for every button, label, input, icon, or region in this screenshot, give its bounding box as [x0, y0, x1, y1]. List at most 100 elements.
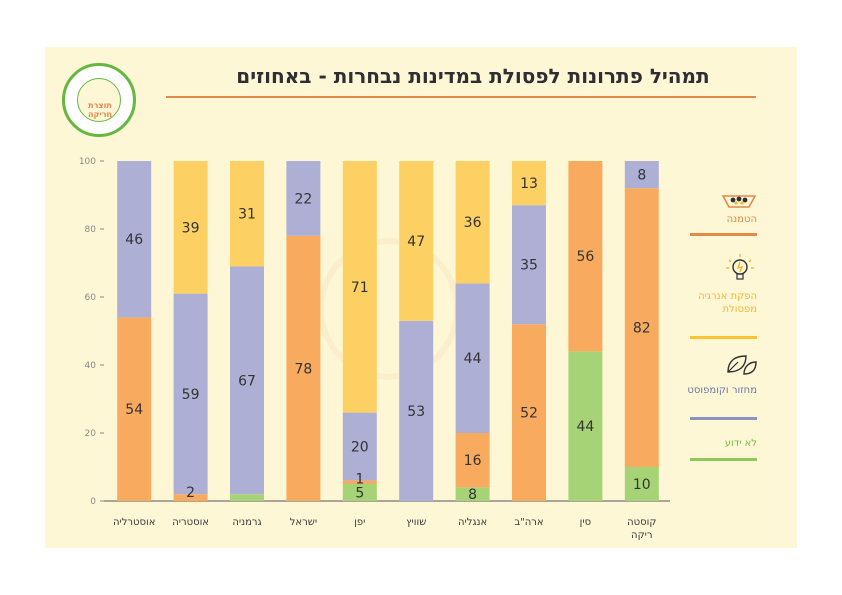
organization-logo: תוצרת חריקה: [62, 63, 136, 137]
x-category-label: גרמניה: [232, 517, 261, 528]
y-tick-label: 20: [85, 429, 97, 439]
bar-segment-landfill: [568, 161, 603, 352]
data-label-landfill: 52: [520, 406, 538, 422]
data-label-unknown: 5: [355, 486, 364, 502]
data-label-recycling: 59: [182, 387, 200, 403]
landfill-icon: [720, 190, 758, 214]
data-label-landfill: 82: [633, 321, 651, 337]
x-category-label: אוסטרליה: [113, 517, 155, 528]
data-label-recycling: 22: [294, 191, 312, 207]
bar-segment-landfill: [342, 480, 377, 484]
bar-segment-unknown: [455, 487, 490, 501]
legend-line-energy: [690, 336, 757, 339]
x-category-label-line: ריקה: [631, 530, 653, 541]
bar-group: 10 82 8: [624, 161, 659, 501]
data-label-recycling: 46: [125, 232, 143, 248]
bar-segment-landfill: [173, 494, 208, 501]
bar-segment-landfill: [286, 235, 321, 502]
bar-segment-recycling: [399, 320, 434, 501]
title-underline: [166, 96, 756, 98]
data-label-landfill: 16: [464, 453, 482, 469]
bar-group: 51 20 71: [342, 161, 377, 502]
legend-item-recycling: מחזור וקומפוסט: [687, 384, 757, 397]
data-label-unknown: 44: [576, 419, 594, 435]
data-label-energy: 39: [182, 220, 200, 236]
data-label-recycling: 44: [464, 351, 482, 367]
y-tick-label: 40: [85, 361, 97, 371]
bar-segment-recycling: [286, 161, 321, 236]
data-label-landfill: 2: [186, 485, 195, 501]
leaf-icon: [722, 350, 758, 384]
bar-segment-energy: [399, 161, 434, 321]
x-category-label: קוסטה ריקה: [627, 517, 656, 541]
legend-line-recycling: [690, 417, 757, 420]
legend-line-landfill: [690, 233, 757, 236]
data-label-energy: 47: [407, 234, 425, 250]
bar-segment-landfill: [455, 433, 490, 488]
bar-group: 78 22: [286, 161, 321, 502]
data-label-recycling: 20: [351, 440, 369, 456]
bar-segment-recycling: [512, 205, 546, 325]
data-label-recycling: 67: [238, 373, 256, 389]
bar-segment-recycling: [455, 283, 490, 433]
bar-segment-energy: [455, 161, 490, 284]
legend-label-energy: הפקת אנרגיה מפסולת: [698, 291, 757, 315]
lightbulb-icon: [722, 252, 758, 292]
bar-group: 52 35 13: [512, 161, 546, 501]
data-label-energy: 31: [238, 207, 256, 223]
bar-segment-unknown: [624, 467, 659, 501]
data-label-landfill: 78: [294, 361, 312, 377]
x-category-label: ארה"ב: [514, 517, 543, 528]
bar-group: 54 46: [117, 161, 152, 501]
bar-segment-landfill: [117, 317, 152, 501]
legend-item-energy: הפקת אנרגיה מפסולת: [687, 290, 757, 316]
bar-segment-unknown: [230, 494, 264, 501]
legend-label-unknown: לא ידוע: [724, 438, 757, 449]
bar-segment-unknown: [568, 351, 603, 501]
x-category-label: אנגליה: [458, 517, 487, 528]
bar-group: 44 56: [568, 161, 603, 501]
data-label-landfill: 1: [355, 472, 364, 488]
y-tick-label: 100: [79, 157, 96, 167]
bar-segment-landfill: [512, 324, 546, 501]
bar-segment-recycling: [230, 266, 264, 495]
x-category-label: שוויץ: [406, 517, 426, 528]
bar-group: 8 16 44 36: [455, 161, 490, 503]
bar-segment-energy: [512, 161, 546, 206]
logo-center: תוצרת חריקה: [77, 78, 121, 122]
bar-segment-recycling: [624, 161, 659, 189]
data-label-energy: 36: [464, 215, 482, 231]
chart-title: תמהיל פתרונות לפסולת במדינות נבחרות - בא…: [236, 64, 710, 88]
data-label-landfill: 56: [576, 249, 594, 265]
logo-text-line-2: חריקה: [87, 110, 113, 119]
bar-segment-recycling: [117, 161, 152, 318]
data-label-landfill: 54: [125, 402, 143, 418]
bar-segment-landfill: [624, 188, 659, 467]
x-category-label: סין: [580, 517, 591, 528]
bar-segment-energy: [342, 161, 377, 413]
bar-group: 53 47: [399, 161, 434, 501]
y-tick-label: 60: [85, 293, 97, 303]
x-category-label: ישראל: [290, 517, 317, 528]
bar-segment-energy: [230, 161, 264, 267]
bar-group: 67 31: [230, 161, 264, 501]
data-label-recycling: 8: [637, 168, 646, 184]
data-label-unknown: 10: [633, 477, 651, 493]
legend-label-recycling: מחזור וקומפוסט: [687, 385, 757, 396]
data-label-energy: 71: [351, 280, 369, 296]
x-category-label: אוסטריה: [172, 517, 209, 528]
data-label-unknown: 8: [468, 487, 477, 503]
bar-segment-recycling: [342, 412, 377, 481]
y-tick-label: 80: [85, 225, 97, 235]
y-tick-label: 0: [90, 497, 96, 507]
x-category-label: יפן: [354, 517, 365, 528]
bar-segment-energy: [173, 161, 208, 294]
bar-segment-recycling: [173, 293, 208, 495]
data-label-recycling: 53: [407, 404, 425, 420]
bar-segment-unknown: [342, 484, 377, 501]
legend-item-unknown: לא ידוע: [687, 437, 757, 450]
legend-line-unknown: [690, 458, 757, 461]
data-label-recycling: 35: [520, 258, 538, 274]
legend-label-landfill: הטמנה: [726, 214, 757, 225]
